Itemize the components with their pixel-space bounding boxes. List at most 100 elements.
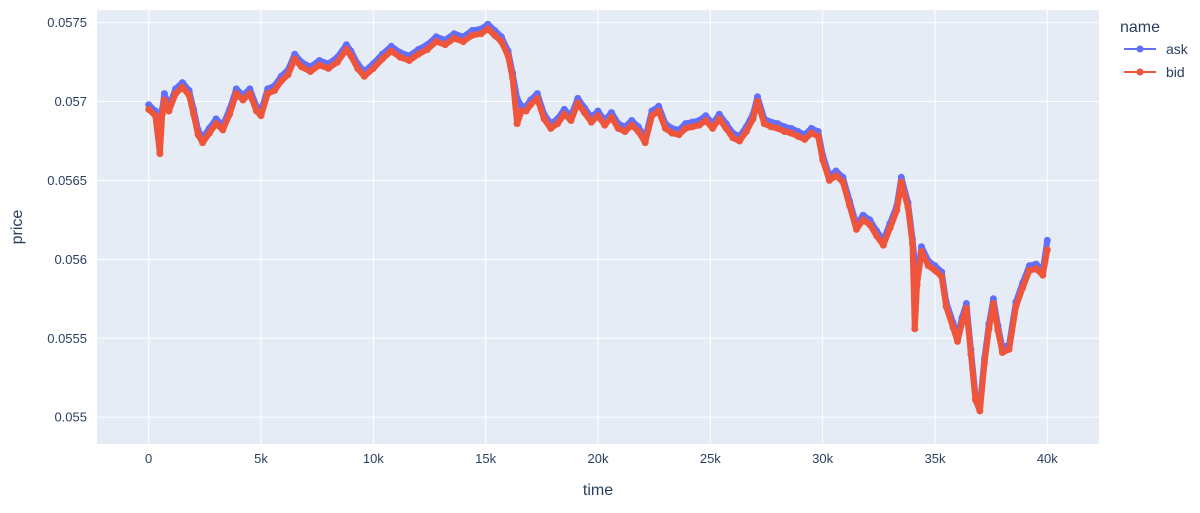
bid-point <box>324 64 332 72</box>
y-tick-label: 0.0575 <box>47 15 87 30</box>
ask-point <box>560 105 568 113</box>
bid-point <box>760 120 768 128</box>
bid-point <box>151 112 159 120</box>
legend[interactable]: name ask bid <box>1120 19 1189 80</box>
bid-point <box>608 113 615 121</box>
bid-point <box>1039 271 1047 279</box>
bid-point <box>866 221 874 229</box>
bid-point <box>634 128 642 135</box>
bid-point <box>794 132 802 140</box>
bid-point <box>271 87 278 94</box>
bid-point <box>527 101 535 109</box>
bid-point <box>825 176 833 184</box>
x-tick-label: 30k <box>812 451 833 466</box>
x-axis-title: time <box>583 482 613 499</box>
bid-point <box>621 128 629 135</box>
bid-point <box>533 94 541 102</box>
bid-point <box>158 110 166 118</box>
legend-bid-label: bid <box>1166 64 1185 80</box>
bid-point <box>709 124 717 132</box>
bid-point <box>819 156 827 164</box>
x-gridlines <box>148 10 1048 444</box>
legend-item-ask[interactable]: ask <box>1124 41 1189 57</box>
series-bid <box>145 25 1051 415</box>
bid-point <box>897 178 905 186</box>
bid-point <box>178 83 186 91</box>
bid-point <box>1012 303 1020 311</box>
bid-point <box>873 232 881 240</box>
bid-point <box>333 58 341 66</box>
bid-point <box>931 266 939 274</box>
bid-point <box>879 241 887 249</box>
bid-point <box>801 135 809 143</box>
bid-point <box>655 107 663 115</box>
y-tick-label: 0.0555 <box>47 331 87 346</box>
bid-point <box>807 129 815 137</box>
bid-point <box>736 137 743 145</box>
bid-point <box>1032 265 1040 273</box>
x-tick-label: 40k <box>1037 451 1058 466</box>
bid-point <box>688 123 696 131</box>
bid-point <box>641 139 649 147</box>
bid-point <box>722 124 730 132</box>
x-tick-label: 15k <box>475 451 496 466</box>
bid-point <box>767 123 775 131</box>
bid-point <box>219 126 227 134</box>
bid-point <box>239 96 247 104</box>
bid-point <box>574 99 582 107</box>
bid-point <box>601 121 609 129</box>
bid-point <box>264 90 272 98</box>
bid-point <box>581 109 588 117</box>
ask-point <box>1043 236 1051 244</box>
bid-point <box>423 46 431 53</box>
bid-point <box>998 349 1006 356</box>
bid-point <box>954 337 961 345</box>
bid-point <box>156 150 164 158</box>
bid-point <box>668 129 676 137</box>
bid-point <box>980 360 988 367</box>
bid-point <box>459 38 467 46</box>
bid-point <box>504 52 512 60</box>
y-tick-label: 0.0565 <box>47 173 87 188</box>
x-tick-label: 20k <box>588 451 609 466</box>
bid-point <box>342 46 350 53</box>
bid-point <box>695 121 703 129</box>
bid-point <box>567 117 575 124</box>
bid-point <box>432 38 440 46</box>
bid-point <box>1025 266 1033 274</box>
x-tick-label: 35k <box>925 451 946 466</box>
bid-point <box>160 96 168 104</box>
x-tick-label: 0 <box>145 451 152 466</box>
bid-point <box>814 132 822 140</box>
ask-point <box>533 90 541 98</box>
bid-point <box>297 63 305 71</box>
bid-point <box>560 110 568 118</box>
bid-point <box>781 128 788 135</box>
bid-point <box>491 31 499 39</box>
x-tick-labels: 0 5k 10k 15k 20k 25k 30k 35k 40k <box>145 451 1058 466</box>
bid-point <box>145 105 153 113</box>
bid-point <box>938 273 946 281</box>
bid-point <box>839 178 847 186</box>
legend-title: name <box>1120 19 1160 36</box>
bid-point <box>846 202 854 210</box>
legend-ask-label: ask <box>1166 41 1189 57</box>
bid-point <box>594 112 602 120</box>
bid-point <box>396 53 404 61</box>
bid-point <box>360 72 368 80</box>
bid-point <box>513 120 521 128</box>
bid-point <box>1005 345 1013 353</box>
legend-item-bid[interactable]: bid <box>1124 64 1185 80</box>
bid-point <box>754 98 761 105</box>
y-tick-label: 0.057 <box>54 94 87 109</box>
bid-point <box>994 326 1002 334</box>
bid-point <box>909 240 916 248</box>
bid-point <box>165 107 173 115</box>
ask-point <box>918 243 925 251</box>
bid-point <box>547 124 555 132</box>
bid-point <box>587 118 595 126</box>
bid-point <box>246 90 254 98</box>
bid-point <box>205 129 213 137</box>
bid-point <box>468 31 476 39</box>
bid-point <box>648 112 656 120</box>
